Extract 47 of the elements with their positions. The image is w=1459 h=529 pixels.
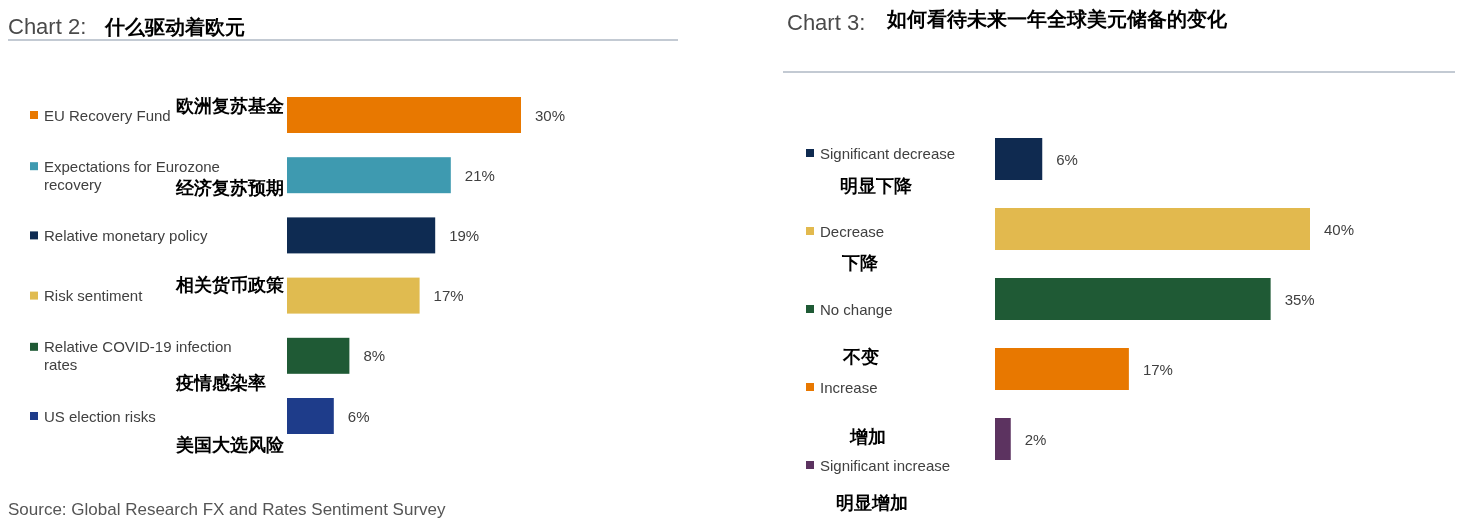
bar bbox=[995, 278, 1271, 320]
text: 相关货币政策 bbox=[175, 275, 284, 295]
bar bbox=[287, 97, 521, 133]
data-label: 35% bbox=[1284, 290, 1315, 308]
y-tick-label: Relative monetary policy bbox=[44, 226, 208, 244]
data-label: 8% bbox=[363, 347, 386, 365]
bar bbox=[995, 348, 1129, 390]
y-tick-label: Relative COVID-19 infection rates bbox=[44, 338, 232, 374]
data-label: 2% bbox=[1024, 430, 1047, 448]
y-tick-label: EU Recovery Fund bbox=[44, 106, 171, 124]
bar bbox=[287, 337, 350, 374]
y-tick-label: Significant decrease bbox=[820, 144, 956, 162]
y-tick-label: US election risks bbox=[44, 407, 156, 425]
y-tick-label: Decrease bbox=[820, 222, 885, 240]
source-note: Source: Global Research FX and Rates Sentiment Survey bbox=[8, 499, 446, 519]
data-label: 17% bbox=[1142, 360, 1173, 378]
bar bbox=[995, 418, 1011, 460]
bar bbox=[287, 277, 420, 314]
chart-subtitle: 如何看待未来一年全球美元储备的变化 bbox=[886, 8, 1228, 30]
text: 明显增加 bbox=[836, 493, 908, 513]
text: 经济复苏预期 bbox=[175, 178, 284, 198]
text: 明显下降 bbox=[840, 176, 913, 196]
data-label: 19% bbox=[449, 226, 480, 244]
data-label: 40% bbox=[1324, 220, 1355, 238]
y-tick-label: Risk sentiment bbox=[44, 287, 144, 305]
text: 欧洲复苏基金 bbox=[176, 96, 284, 116]
data-label: 21% bbox=[464, 166, 495, 184]
y-tick-label: Significant increase bbox=[820, 456, 951, 474]
chart-title: Chart 3: bbox=[787, 9, 866, 35]
bar bbox=[287, 157, 451, 194]
text: Chart 2: bbox=[8, 13, 87, 39]
chart-subtitle: 什么驱动着欧元 bbox=[104, 16, 245, 38]
text: 疫情感染率 bbox=[175, 373, 266, 393]
text: 美国大选风险 bbox=[175, 435, 285, 455]
text: 增加 bbox=[849, 427, 886, 447]
bar bbox=[995, 138, 1043, 180]
bar bbox=[287, 217, 436, 254]
data-label: 6% bbox=[347, 407, 370, 425]
y-tick-label: No change bbox=[820, 300, 893, 318]
data-label: 30% bbox=[535, 106, 566, 124]
y-tick-label: Increase bbox=[820, 378, 878, 396]
data-label: 6% bbox=[1056, 150, 1078, 168]
data-label: 17% bbox=[433, 287, 464, 305]
text: 不变 bbox=[842, 347, 879, 367]
text: 下降 bbox=[841, 253, 879, 273]
bar bbox=[287, 398, 334, 434]
bar bbox=[995, 208, 1310, 250]
